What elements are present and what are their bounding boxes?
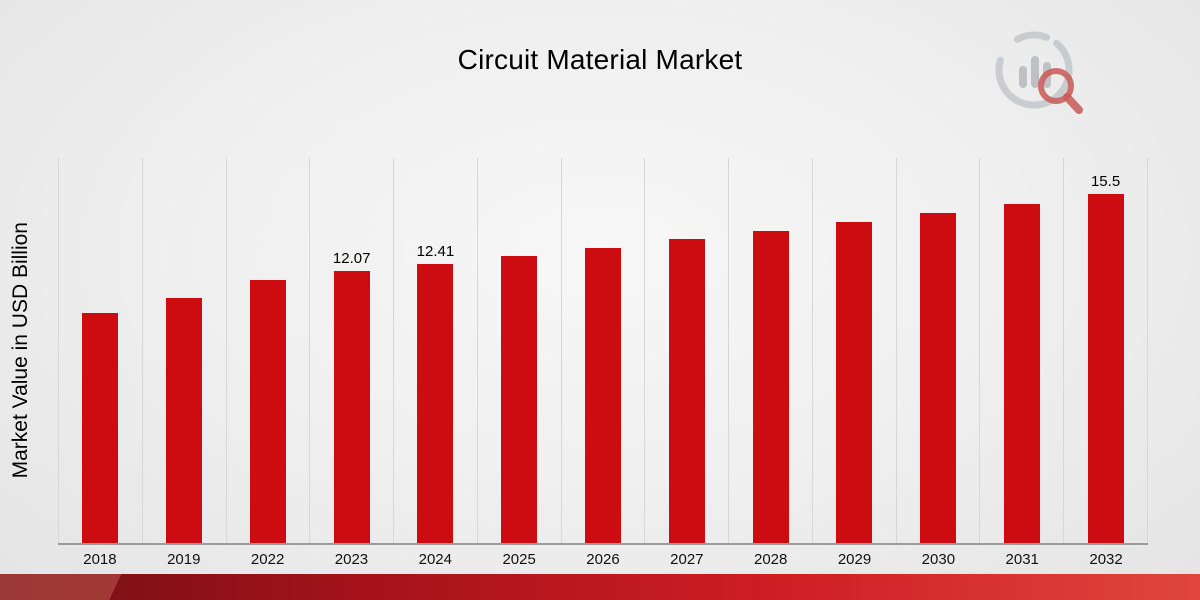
bar-column [476,158,561,543]
bar-column: 12.07 [309,158,393,543]
bar-column [895,158,980,543]
x-tick-label: 2018 [83,551,117,568]
x-tick-label: 2029 [837,551,872,568]
bar-2029 [836,221,873,543]
x-tick-label: 2027 [670,551,704,568]
bar-2026 [584,247,621,543]
x-tick-label: 2026 [586,551,620,568]
brand-logo-icon [995,31,1083,114]
x-tick-label: 2022 [250,551,285,568]
x-tick-label: 2023 [334,551,369,568]
bar-column [644,158,728,543]
footer-accent-band [0,574,1200,600]
bar-2030 [920,212,957,543]
bar-2023 [333,271,370,543]
x-tick-label: 2028 [753,551,788,568]
bar-2019 [166,297,203,543]
plot-area: 12.07 12.41 15.5 [58,158,1148,545]
x-tick-label: 2019 [167,551,201,568]
bar-column [979,158,1063,543]
bar-column [728,158,812,543]
x-tick-label: 2030 [921,551,956,568]
bar-column [225,158,310,543]
x-tick-label: 2025 [502,551,536,568]
bar-value-label: 15.5 [1090,173,1121,191]
bar-column: 15.5 [1063,158,1147,543]
bar-value-label: 12.07 [332,250,371,268]
plot-columns: 12.07 12.41 15.5 [58,158,1148,543]
x-tick-label: 2032 [1089,551,1123,568]
x-axis-labels: 2018 2019 2022 2023 2024 2025 2026 2027 2028 2029… [58,551,1148,568]
bar-2027 [668,239,705,543]
x-tick-label: 2031 [1005,551,1039,568]
bar-value-label: 12.41 [416,242,455,260]
bar-column [141,158,226,543]
bar-2022 [249,279,286,543]
bar-2028 [752,230,789,543]
bar-column [58,158,142,543]
chart-title: Circuit Material Market [457,44,743,75]
bar-2024 [417,263,454,543]
y-axis-label: Market Value in USD Billion [9,221,32,479]
bar-column [811,158,896,543]
bar-2025 [501,255,538,543]
bar-2032 [1087,194,1124,543]
bar-2031 [1003,203,1040,543]
x-tick-label: 2024 [418,551,452,568]
y-axis-label-wrap: Market Value in USD Billion [4,160,38,540]
bar-column: 12.41 [393,158,477,543]
bar-column [560,158,645,543]
bar-2018 [82,313,119,543]
